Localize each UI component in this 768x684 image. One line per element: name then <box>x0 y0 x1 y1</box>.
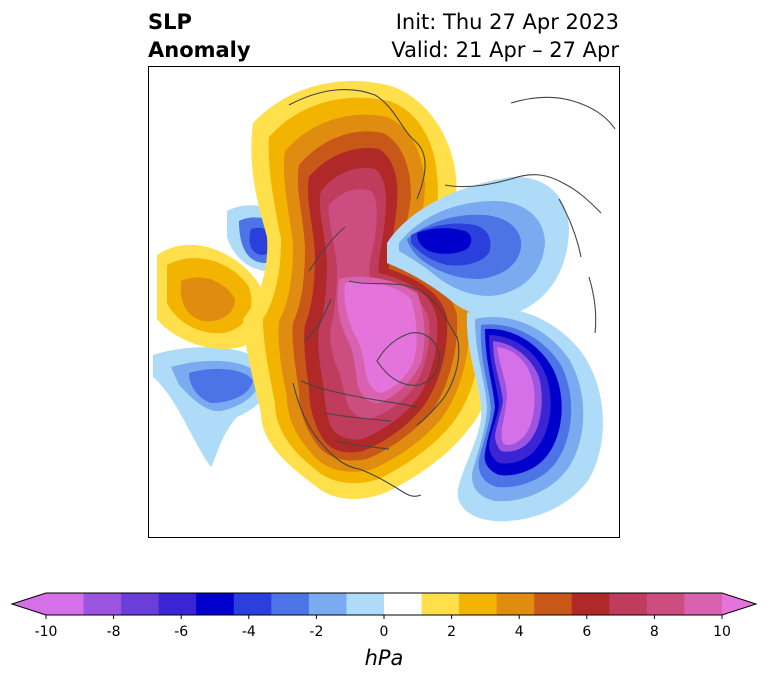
colorbar-bin <box>196 593 235 615</box>
colorbar-tick-label: -10 <box>34 624 58 640</box>
colorbar-bin <box>46 593 85 615</box>
anomaly-map <box>153 81 616 522</box>
negative-anomaly-nw-pacific <box>153 347 273 467</box>
colorbar-tick-label: -8 <box>106 624 121 640</box>
colorbar-unit-label: hPa <box>364 646 404 670</box>
colorbar-tick-label: 2 <box>447 624 457 640</box>
colorbar-bin <box>121 593 160 615</box>
colorbar-bin <box>571 593 610 615</box>
init-date: Init: Thu 27 Apr 2023 <box>395 10 619 34</box>
colorbar-bin <box>534 593 573 615</box>
colorbar-tick-label: -2 <box>309 624 324 640</box>
date-info: Init: Thu 27 Apr 2023 Valid: 21 Apr – 27… <box>391 8 619 64</box>
colorbar-bin <box>384 593 423 615</box>
colorbar-bin <box>684 593 723 615</box>
colorbar-bin <box>459 593 498 615</box>
colorbar-bin <box>83 593 122 615</box>
colorbar-tick-label: 0 <box>379 624 389 640</box>
colorbar-tick-label: 4 <box>514 624 524 640</box>
colorbar-extend-high <box>722 593 756 615</box>
colorbar-bin <box>233 593 272 615</box>
colorbar-tick-label: -4 <box>241 624 256 640</box>
colorbar-bin <box>158 593 197 615</box>
negative-anomaly-north-atlantic <box>457 307 603 522</box>
positive-anomaly-arctic-canada <box>243 81 496 499</box>
negative-anomaly-siberia <box>387 176 569 317</box>
colorbar-bin <box>646 593 685 615</box>
colorbar-extend-low <box>12 593 46 615</box>
valid-range: Valid: 21 Apr – 27 Apr <box>391 38 619 62</box>
title-line-2: Anomaly <box>148 38 251 62</box>
colorbar-svg <box>10 592 758 619</box>
colorbar-tick-label: 8 <box>649 624 659 640</box>
colorbar-bin <box>609 593 648 615</box>
colorbar-bin <box>271 593 310 615</box>
colorbar-tick-label: 6 <box>582 624 592 640</box>
colorbar-bin <box>421 593 460 615</box>
colorbar-bin <box>346 593 385 615</box>
colorbar-tick-label: -6 <box>174 624 189 640</box>
coastlines <box>288 89 616 497</box>
colorbar-bin <box>308 593 347 615</box>
colorbar-tick-label: 10 <box>713 624 731 640</box>
positive-anomaly-north-pacific <box>157 244 266 349</box>
map-panel <box>148 66 620 538</box>
colorbar-bin <box>496 593 535 615</box>
colorbar <box>0 588 768 620</box>
title-line-1: SLP <box>148 10 192 34</box>
plot-title: SLP Anomaly <box>148 8 251 64</box>
